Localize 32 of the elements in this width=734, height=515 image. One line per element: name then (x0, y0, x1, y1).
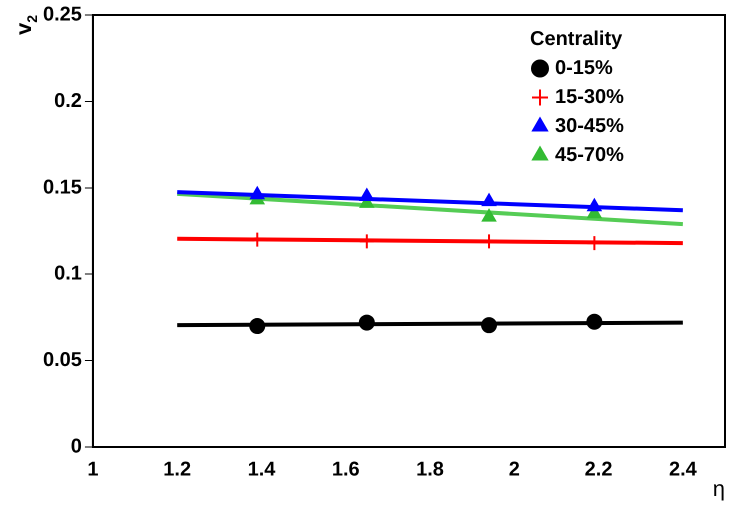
point (482, 209, 496, 222)
point (358, 314, 375, 331)
point (586, 235, 602, 252)
y-tick-label: 0.25 (42, 4, 82, 26)
legend-label: 0-15% (555, 57, 614, 80)
x-tick-label: 1.2 (163, 458, 192, 481)
point (250, 186, 264, 200)
point (360, 188, 374, 201)
x-tick-label: 2 (508, 458, 520, 481)
legend-label: 45-70% (555, 144, 624, 166)
y-tick-label: 0.05 (42, 349, 82, 372)
x-tick-label: 2.2 (584, 458, 612, 481)
point (587, 198, 602, 212)
x-tick-label: 1.8 (416, 458, 444, 481)
y-tick-label: 0.15 (42, 176, 82, 198)
point (586, 314, 602, 330)
y-axis-title: v2 (10, 14, 40, 36)
x-tick-label: 1 (87, 458, 98, 481)
x-axis-title: η (712, 476, 725, 502)
y-tick-label: 0.1 (54, 262, 82, 285)
y-tick-label: 0.2 (54, 90, 82, 112)
point (249, 318, 266, 334)
legend-label: 15-30% (555, 86, 624, 108)
point (482, 194, 496, 206)
x-tick-label: 2.4 (668, 458, 698, 481)
x-tick-label: 1.4 (248, 458, 276, 481)
x-tick-label: 1.6 (332, 458, 360, 481)
point (358, 233, 375, 250)
point (481, 317, 498, 334)
legend-title: Centrality (530, 28, 624, 50)
legend-label: 30-45% (555, 115, 624, 138)
y-tick-label: 0 (70, 436, 82, 458)
